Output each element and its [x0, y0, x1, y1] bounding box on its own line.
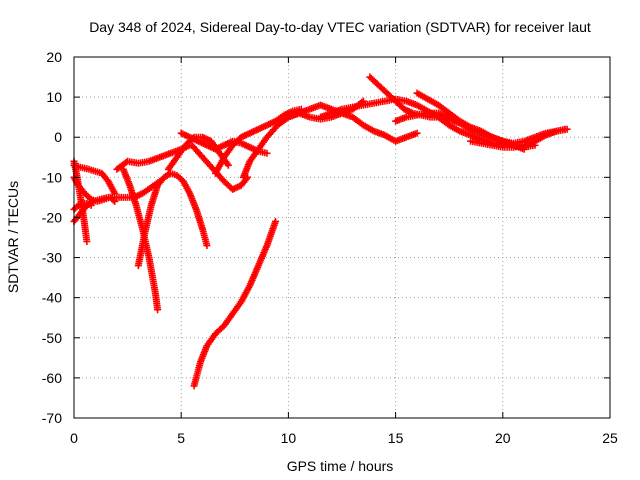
data-point — [561, 125, 569, 133]
y-tick-label: -40 — [42, 290, 62, 306]
data-point — [87, 201, 95, 209]
data-point — [111, 189, 119, 197]
y-tick-label: -30 — [42, 250, 62, 266]
data-point — [203, 242, 211, 250]
data-point — [413, 129, 421, 137]
data-point — [73, 203, 81, 211]
grid-lines — [74, 57, 610, 418]
series-arc-8 — [119, 165, 162, 314]
data-point — [111, 197, 119, 205]
data-point — [83, 238, 91, 246]
y-tick-label: -20 — [42, 209, 62, 225]
x-tick-label: 15 — [388, 430, 404, 446]
series-arc-15 — [284, 101, 421, 145]
plot-frame — [73, 56, 611, 419]
data-point — [272, 217, 280, 225]
y-tick-label: 10 — [46, 89, 62, 105]
series-arc-20 — [467, 125, 569, 151]
chart-title: Day 348 of 2024, Sidereal Day-to-day VTE… — [89, 19, 591, 35]
x-tick-label: 20 — [495, 430, 511, 446]
y-tick-label: -50 — [42, 330, 62, 346]
y-tick-label: 20 — [46, 49, 62, 65]
y-tick-label: -60 — [42, 370, 62, 386]
x-axis-label: GPS time / hours — [287, 458, 394, 474]
data-point — [263, 149, 271, 157]
x-tick-label: 5 — [177, 430, 185, 446]
series-arc-9 — [190, 217, 280, 390]
data-point — [224, 161, 232, 169]
x-tick-label: 10 — [281, 430, 297, 446]
y-tick-label: 0 — [54, 129, 62, 145]
x-tick-label: 0 — [70, 430, 78, 446]
data-points — [70, 73, 571, 390]
y-tick-label: -70 — [42, 410, 62, 426]
data-point — [154, 306, 162, 314]
y-axis-label: SDTVAR / TECUs — [5, 181, 21, 293]
axis-ticks: 0 5 10 15 20 25 -70 -60 -50 -40 -30 -20 -10 0 10 20 — [42, 49, 618, 446]
data-point — [109, 196, 117, 204]
series-arc-11 — [177, 129, 271, 157]
y-tick-label: -10 — [42, 169, 62, 185]
series-arc-4 — [70, 161, 119, 197]
x-tick-label: 25 — [602, 430, 618, 446]
